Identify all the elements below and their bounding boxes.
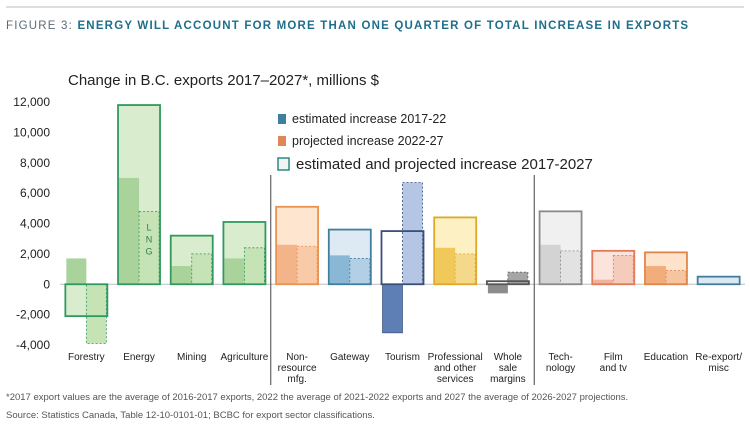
proj-2022-27-bar <box>507 271 529 285</box>
category-label: Whole <box>494 352 523 363</box>
est-2017-22-bar <box>171 266 192 285</box>
category-label: Education <box>644 352 688 363</box>
proj-2022-27-bar <box>138 210 160 285</box>
category-label: Film <box>604 352 623 363</box>
y-tick-label: 8,000 <box>20 156 50 170</box>
legend-swatch <box>278 114 286 124</box>
category-label: Forestry <box>68 352 105 363</box>
total-bar-outline <box>433 216 478 286</box>
est-2017-22-bar <box>593 279 614 285</box>
proj-2022-27-bar <box>454 253 476 285</box>
proj-2022-27-bar <box>296 245 318 285</box>
category-label: sale <box>499 363 518 374</box>
total-bar-outline <box>169 234 214 286</box>
total-bar-outline <box>485 280 530 286</box>
est-2017-22-bar <box>487 284 508 294</box>
figure-title: ENERGY WILL ACCOUNT FOR MORE THAN ONE QU… <box>77 20 690 32</box>
lng-label: N <box>146 234 153 244</box>
category-label: Tech- <box>548 352 572 363</box>
y-tick-label: 0 <box>43 277 50 291</box>
category-label: Energy <box>123 352 155 363</box>
category-label: Professional <box>428 352 483 363</box>
est-2017-22-bar <box>540 244 561 285</box>
total-bar-outline <box>117 104 161 286</box>
legend-label: estimated increase 2017-22 <box>292 112 446 126</box>
footnote: *2017 export values are the average of 2… <box>6 392 629 403</box>
category-label: and tv <box>600 363 627 374</box>
lng-label: L <box>147 222 152 232</box>
lng-label: G <box>146 246 153 256</box>
y-tick-label: 2,000 <box>20 247 50 261</box>
proj-2022-27-bar <box>665 270 687 285</box>
category-label: Gateway <box>330 352 369 363</box>
total-bar-outline <box>222 221 267 286</box>
est-2017-22-bar <box>224 258 245 285</box>
proj-2022-27-bar <box>85 283 107 344</box>
total-bar-outline <box>696 275 741 286</box>
y-tick-label: 10,000 <box>13 125 50 139</box>
category-label: nology <box>546 363 575 374</box>
category-label: and other <box>434 363 477 374</box>
proj-2022-27-bar <box>560 250 581 285</box>
est-2017-22-bar <box>645 266 666 285</box>
proj-2022-27-bar <box>612 254 634 285</box>
total-bar-outline <box>327 228 372 286</box>
total-bar-outline <box>64 283 109 318</box>
est-2017-22-bar <box>329 255 350 285</box>
category-label: margins <box>490 374 526 385</box>
chart-title: Change in B.C. exports 2017–2027*, milli… <box>68 72 380 89</box>
est-2017-22-bar <box>277 244 298 285</box>
est-2017-22-bar <box>435 247 456 285</box>
legend-swatch <box>277 157 290 171</box>
category-label: misc <box>708 363 729 374</box>
category-label: resource <box>278 363 317 374</box>
total-bar-outline <box>380 230 425 286</box>
category-label: mfg. <box>287 374 306 385</box>
y-tick-label: -4,000 <box>16 338 50 352</box>
est-2017-22-bar <box>382 283 403 334</box>
category-label: Agriculture <box>221 352 269 363</box>
figure-label: FIGURE 3: <box>6 20 74 32</box>
category-label: Tourism <box>385 352 420 363</box>
proj-2022-27-bar <box>191 253 213 285</box>
y-tick-label: -2,000 <box>16 308 50 322</box>
total-bar-outline <box>591 249 636 286</box>
est-2017-22-bar <box>119 177 140 285</box>
category-label: Re-export/ <box>695 352 742 363</box>
category-label: Non- <box>286 352 308 363</box>
total-bar-fill <box>697 276 740 285</box>
source-note: Source: Statistics Canada, Table 12-10-0… <box>6 410 375 421</box>
proj-2022-27-bar <box>349 258 371 285</box>
bar-chart: Change in B.C. exports 2017–2027*, milli… <box>13 72 745 385</box>
proj-2022-27-bar <box>244 247 265 285</box>
total-bar-outline <box>644 251 688 286</box>
total-bar-outline <box>275 205 320 286</box>
est-2017-22-bar <box>66 258 87 285</box>
legend-swatch <box>278 136 286 146</box>
category-label: Mining <box>177 352 206 363</box>
y-tick-label: 12,000 <box>13 95 50 109</box>
y-tick-label: 6,000 <box>20 186 50 200</box>
legend-label: projected increase 2022-27 <box>292 134 444 148</box>
category-label: services <box>437 374 474 385</box>
legend-label: estimated and projected increase 2017-20… <box>296 156 593 173</box>
y-tick-label: 4,000 <box>20 217 50 231</box>
figure-header: FIGURE 3: ENERGY WILL ACCOUNT FOR MORE T… <box>6 20 689 32</box>
top-rule <box>6 6 744 8</box>
total-bar-outline <box>538 210 583 286</box>
proj-2022-27-bar <box>402 182 423 285</box>
